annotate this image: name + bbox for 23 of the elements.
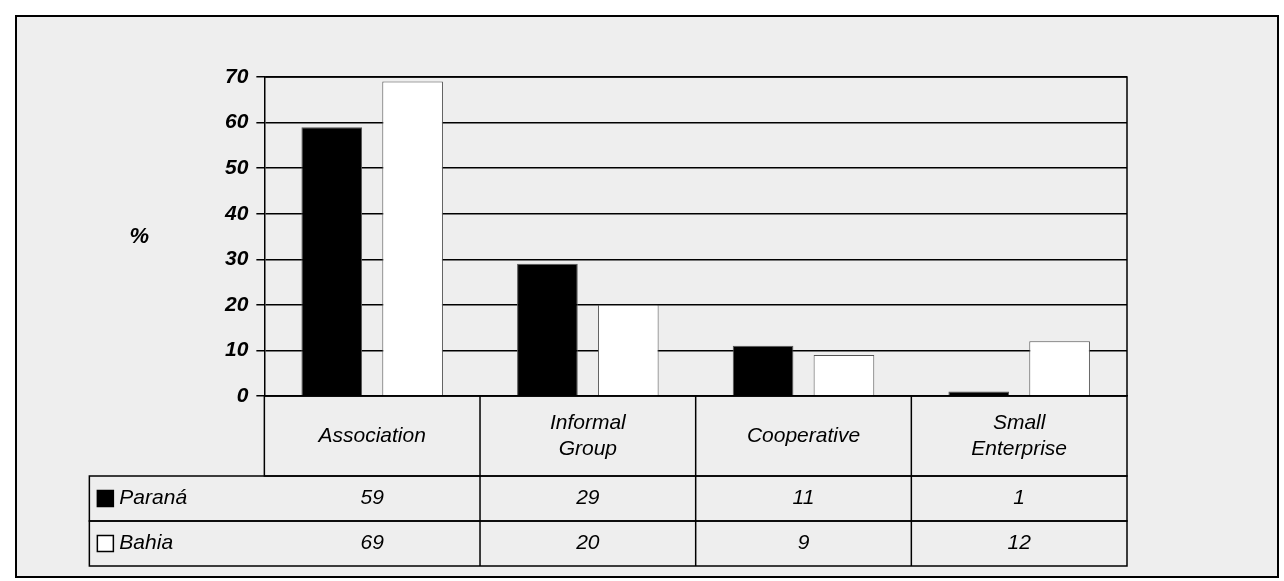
data-label: 69: [360, 530, 385, 554]
data-label: 12: [1007, 530, 1032, 554]
data-label: 29: [575, 485, 600, 509]
y-tick-label: 20: [224, 291, 249, 315]
y-tick-label: 60: [225, 109, 249, 133]
y-tick-label: 0: [236, 382, 249, 406]
legend-label: Paraná: [119, 485, 188, 509]
data-label: 20: [575, 530, 600, 554]
data-label: 9: [797, 530, 810, 554]
x-tick-label: Small Enterprise: [971, 409, 1068, 459]
x-tick-label: Association: [316, 422, 426, 446]
y-axis-title: %: [129, 222, 150, 248]
y-tick-label: 70: [225, 63, 249, 87]
y-tick-label: 50: [225, 154, 249, 178]
y-tick-label: 40: [224, 200, 249, 224]
legend-label: Bahia: [119, 530, 174, 554]
data-label: 1: [1013, 485, 1026, 509]
x-tick-label: Cooperative: [746, 422, 861, 446]
x-tick-label: Informal Group: [549, 409, 628, 459]
y-tick-label: 10: [225, 337, 249, 361]
data-label: 59: [360, 485, 385, 509]
y-tick-label: 30: [225, 246, 249, 270]
data-label: 11: [792, 485, 815, 509]
